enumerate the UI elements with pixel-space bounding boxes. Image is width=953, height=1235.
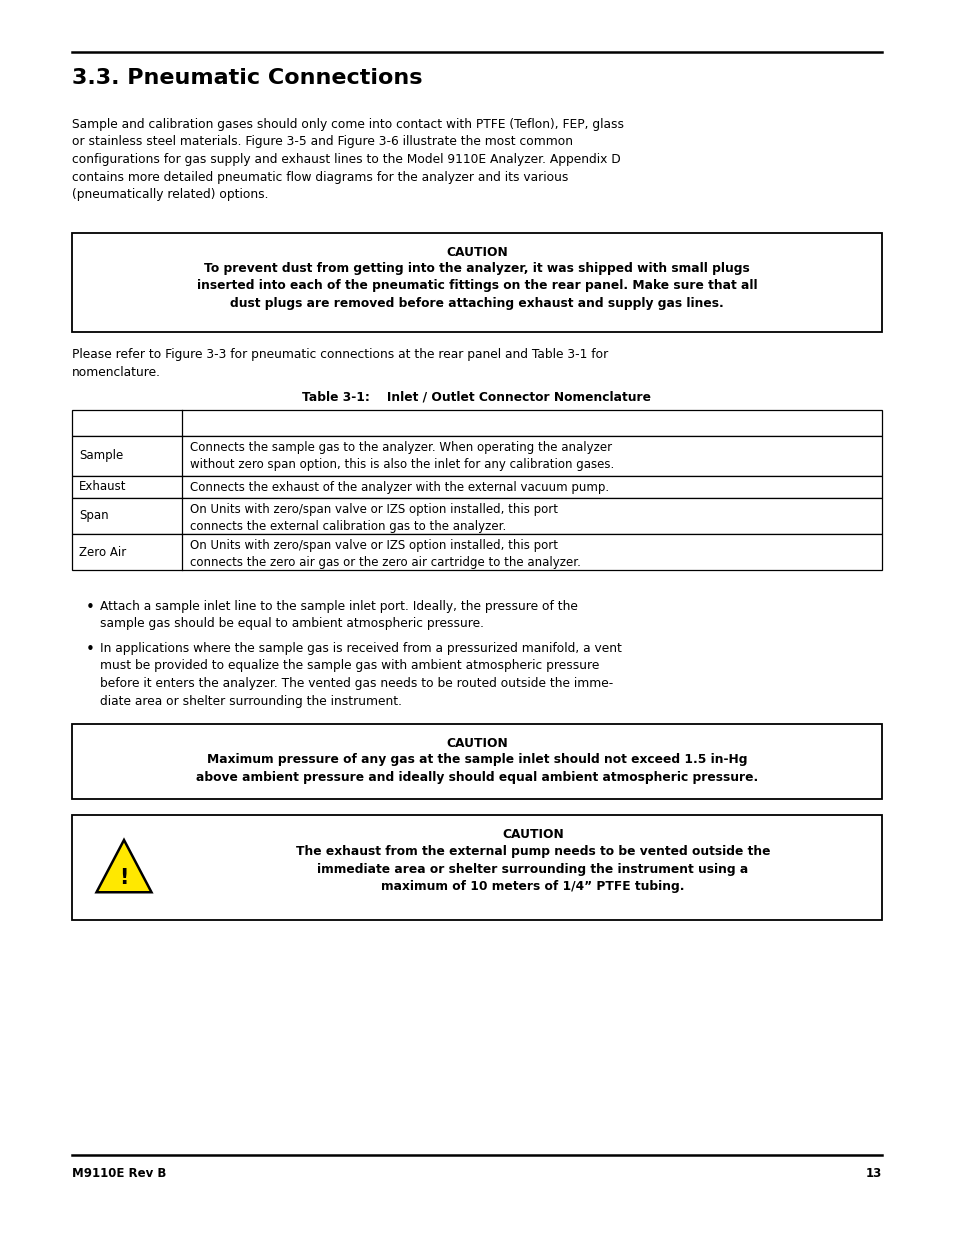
Text: Table 3-1:    Inlet / Outlet Connector Nomenclature: Table 3-1: Inlet / Outlet Connector Nome… [302,390,651,403]
Text: !: ! [119,867,129,888]
Text: 13: 13 [864,1167,882,1179]
Text: To prevent dust from getting into the analyzer, it was shipped with small plugs
: To prevent dust from getting into the an… [196,262,757,310]
Bar [71,498,882,534]
Text: In applications where the sample gas is received from a pressurized manifold, a : In applications where the sample gas is … [100,642,621,708]
Text: Connects the sample gas to the analyzer. When operating the analyzer
without zer: Connects the sample gas to the analyzer.… [190,441,614,471]
Text: Maximum pressure of any gas at the sample inlet should not exceed 1.5 in-Hg
abov: Maximum pressure of any gas at the sampl… [195,753,758,783]
Text: Connects the exhaust of the analyzer with the external vacuum pump.: Connects the exhaust of the analyzer wit… [190,480,608,494]
Text: Attach a sample inlet line to the sample inlet port. Ideally, the pressure of th: Attach a sample inlet line to the sample… [100,600,578,631]
Text: Zero Air: Zero Air [79,546,126,558]
Text: On Units with zero/span valve or IZS option installed, this port
connects the ex: On Units with zero/span valve or IZS opt… [190,503,558,534]
Bar [71,475,882,498]
Bar [71,233,882,332]
Bar [71,534,882,571]
Bar [71,724,882,799]
Text: •: • [86,600,94,615]
Text: CAUTION: CAUTION [446,737,507,750]
Text: Exhaust: Exhaust [79,480,127,494]
Text: The exhaust from the external pump needs to be vented outside the
immediate area: The exhaust from the external pump needs… [295,845,769,893]
Text: Span: Span [79,510,109,522]
Text: Sample and calibration gases should only come into contact with PTFE (Teflon), F: Sample and calibration gases should only… [71,119,623,201]
Text: •: • [86,642,94,657]
Bar [71,436,882,475]
Text: CAUTION: CAUTION [446,246,507,259]
Polygon shape [96,840,152,892]
Text: M9110E Rev B: M9110E Rev B [71,1167,166,1179]
Text: CAUTION: CAUTION [501,827,563,841]
Bar [71,410,882,436]
Text: Sample: Sample [79,450,123,462]
Bar [71,815,882,920]
Text: Please refer to Figure 3-3 for pneumatic connections at the rear panel and Table: Please refer to Figure 3-3 for pneumatic… [71,348,608,378]
Text: On Units with zero/span valve or IZS option installed, this port
connects the ze: On Units with zero/span valve or IZS opt… [190,538,580,569]
Text: 3.3. Pneumatic Connections: 3.3. Pneumatic Connections [71,68,422,88]
